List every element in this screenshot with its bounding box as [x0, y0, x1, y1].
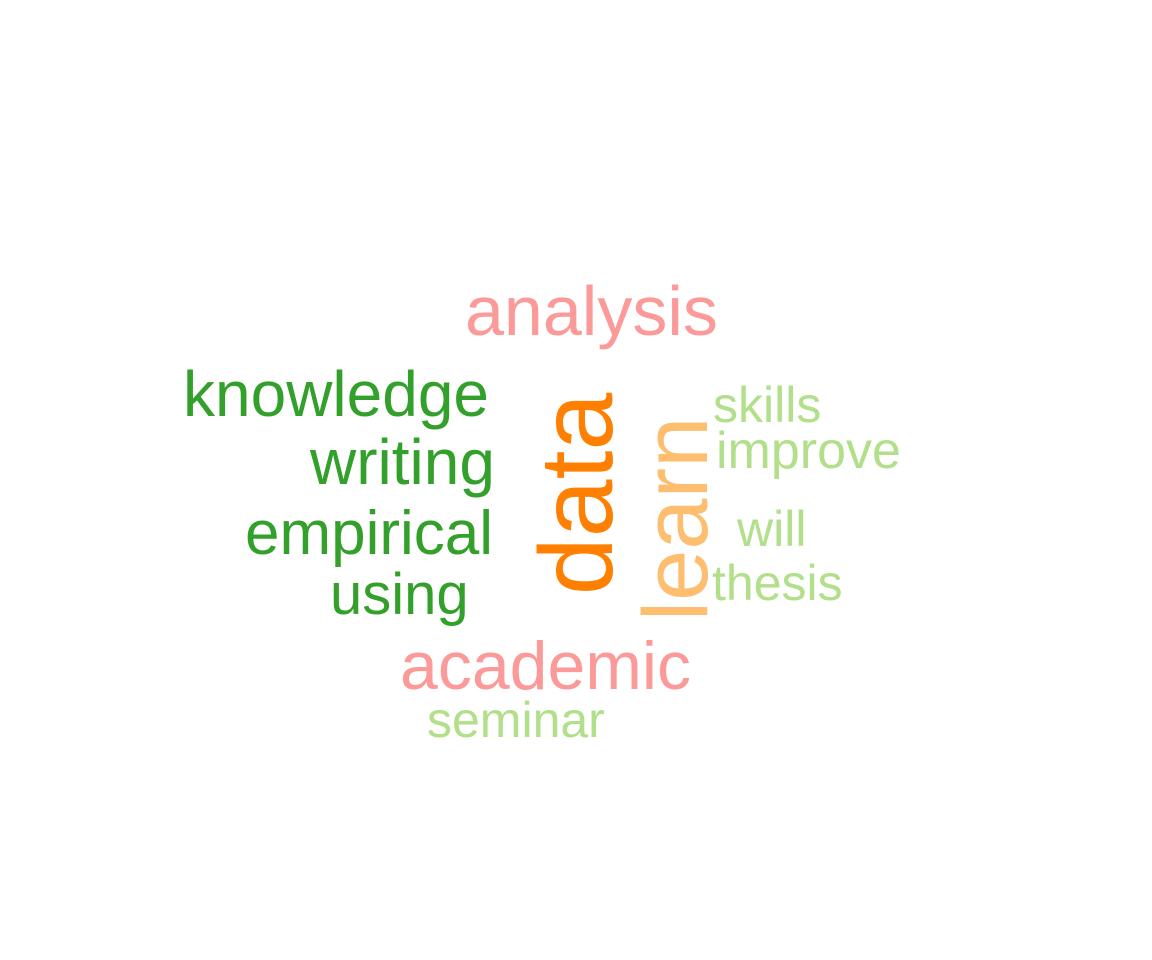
word-data: data: [519, 392, 635, 596]
word-knowledge: knowledge: [183, 358, 489, 430]
word-thesis: thesis: [712, 555, 843, 611]
word-seminar: seminar: [427, 692, 605, 748]
word-empirical: empirical: [245, 499, 494, 568]
word-learn: learn: [625, 416, 727, 622]
word-using: using: [330, 562, 469, 627]
word-academic: academic: [400, 628, 692, 704]
word-improve: improve: [716, 422, 901, 480]
word-analysis: analysis: [465, 272, 718, 350]
word-skills: skills: [713, 377, 822, 433]
word-writing: writing: [310, 426, 495, 498]
word-will: will: [737, 501, 807, 557]
